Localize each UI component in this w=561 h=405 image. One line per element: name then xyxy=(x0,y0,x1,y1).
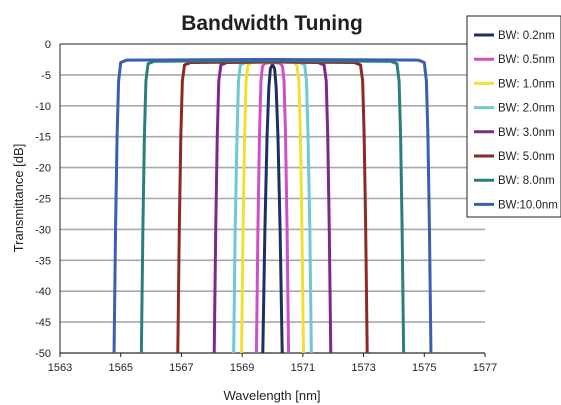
legend: BW: 0.2nm BW: 0.5nm BW: 1.0nm BW: 2.0nm BW: … xyxy=(466,15,561,218)
chart-title: Bandwidth Tuning xyxy=(181,12,363,35)
y-tick-label: -10 xyxy=(35,101,51,113)
legend-label-0: BW: 0.2nm xyxy=(498,30,555,42)
legend-box xyxy=(466,15,561,218)
y-tick-label: -25 xyxy=(35,194,51,206)
legend-label-2: BW: 1.0nm xyxy=(498,78,555,90)
x-tick-label: 1565 xyxy=(108,362,132,374)
legend-label-5: BW: 5.0nm xyxy=(498,151,555,163)
legend-label-1: BW: 0.5nm xyxy=(498,54,555,66)
series-line-7 xyxy=(112,57,433,354)
y-tick-label: 0 xyxy=(45,39,51,51)
x-tick-label: 1573 xyxy=(351,362,375,374)
y-tick-label: -5 xyxy=(41,70,51,82)
y-axis-label: Transmittance [dB] xyxy=(11,144,26,253)
y-tick-label: -30 xyxy=(35,224,51,236)
y-tick-label: -40 xyxy=(35,286,51,298)
series-lines xyxy=(112,57,433,354)
x-tick-label: 1569 xyxy=(230,362,254,374)
x-tick-label: 1563 xyxy=(48,362,72,374)
x-tick-label: 1567 xyxy=(169,362,193,374)
y-tick-label: -45 xyxy=(35,317,51,329)
y-tick-label: -15 xyxy=(35,132,51,144)
legend-label-7: BW:10.0nm xyxy=(498,199,558,211)
x-tick-label: 1577 xyxy=(473,362,497,374)
legend-label-6: BW: 8.0nm xyxy=(498,175,555,187)
series-line-0 xyxy=(261,62,284,354)
x-tick-label: 1571 xyxy=(291,362,315,374)
y-tick-label: -35 xyxy=(35,255,51,267)
legend-label-4: BW: 3.0nm xyxy=(498,127,555,139)
x-tick-label: 1575 xyxy=(412,362,436,374)
x-axis-label: Wavelength [nm] xyxy=(223,388,320,403)
y-tick-label: -20 xyxy=(35,163,51,175)
legend-label-3: BW: 2.0nm xyxy=(498,103,555,115)
y-tick-label: -50 xyxy=(35,348,51,360)
axis-ticks: 0 -5 -10 -15 -20 -25 -30 -35 -40 -45 -50 1563 1565 15… xyxy=(35,39,497,374)
